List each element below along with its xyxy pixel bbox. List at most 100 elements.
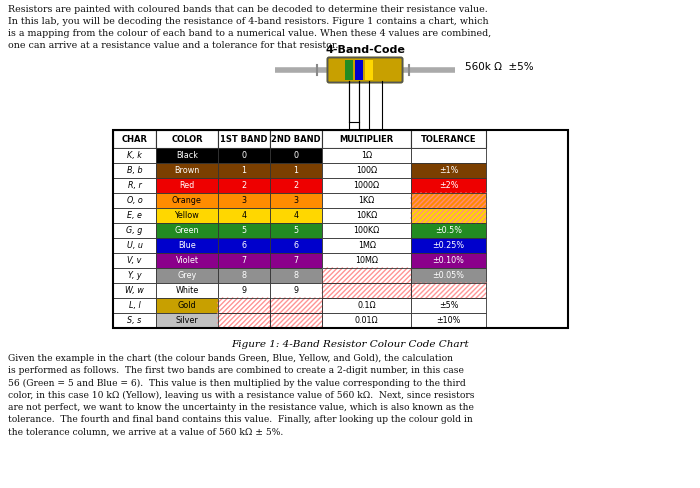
Text: ±0.25%: ±0.25%	[433, 241, 465, 250]
Bar	[322, 268, 411, 283]
Bar	[322, 268, 411, 283]
Bar	[113, 193, 156, 208]
Text: Figure 1: 4-Band Resistor Colour Code Chart: Figure 1: 4-Band Resistor Colour Code Ch…	[231, 340, 469, 349]
Text: 7: 7	[241, 256, 246, 265]
Bar	[113, 178, 156, 193]
Text: Given the example in the chart (the colour bands Green, Blue, Yellow, and Gold),: Given the example in the chart (the colo…	[8, 354, 475, 436]
Text: 8: 8	[241, 271, 246, 280]
Bar	[365, 60, 373, 80]
Text: 6: 6	[293, 241, 299, 250]
Bar	[113, 298, 156, 313]
Text: 8: 8	[293, 271, 299, 280]
Bar	[218, 208, 270, 223]
Bar	[411, 193, 486, 208]
Text: 0.01Ω: 0.01Ω	[355, 316, 379, 325]
Text: 4-Band-Code: 4-Band-Code	[325, 45, 405, 55]
Text: 100KΩ: 100KΩ	[354, 226, 380, 235]
Bar	[218, 148, 270, 163]
Text: U, u: U, u	[127, 241, 143, 250]
Bar	[322, 283, 411, 298]
Bar	[270, 178, 322, 193]
Text: 1KΩ: 1KΩ	[358, 196, 375, 205]
Text: 2: 2	[241, 181, 246, 190]
Text: 5: 5	[293, 226, 299, 235]
Text: 1000Ω: 1000Ω	[354, 181, 379, 190]
Bar	[113, 238, 156, 253]
FancyBboxPatch shape	[328, 58, 402, 82]
Text: 560k Ω  ±5%: 560k Ω ±5%	[465, 62, 533, 72]
Text: 0.1Ω: 0.1Ω	[358, 301, 376, 310]
Text: CHAR: CHAR	[122, 135, 148, 143]
Bar	[218, 238, 270, 253]
Text: Grey: Grey	[177, 271, 197, 280]
Text: 4: 4	[293, 211, 299, 220]
Text: 1ST BAND: 1ST BAND	[220, 135, 267, 143]
Bar	[322, 238, 411, 253]
Bar	[322, 313, 411, 328]
Bar	[156, 313, 218, 328]
Bar	[156, 148, 218, 163]
Bar	[322, 148, 411, 163]
Text: 1: 1	[293, 166, 299, 175]
Bar	[322, 208, 411, 223]
Text: ±1%: ±1%	[439, 166, 458, 175]
Text: 3: 3	[241, 196, 246, 205]
Text: O, o: O, o	[127, 196, 143, 205]
Bar	[113, 253, 156, 268]
Text: Green: Green	[175, 226, 199, 235]
Bar	[113, 313, 156, 328]
Text: Brown: Brown	[174, 166, 200, 175]
Text: Red: Red	[179, 181, 195, 190]
Bar	[218, 313, 270, 328]
Bar	[113, 163, 156, 178]
Bar	[270, 298, 322, 313]
Text: 4: 4	[241, 211, 246, 220]
Text: ±0.5%: ±0.5%	[435, 226, 462, 235]
Text: 1MΩ: 1MΩ	[358, 241, 376, 250]
Text: 0: 0	[293, 151, 299, 160]
Bar	[270, 223, 322, 238]
Bar	[113, 283, 156, 298]
Bar	[156, 130, 218, 148]
Text: 7: 7	[293, 256, 299, 265]
Bar	[218, 313, 270, 328]
Text: 100Ω: 100Ω	[356, 166, 377, 175]
Bar	[411, 193, 486, 208]
Text: R, r: R, r	[127, 181, 141, 190]
Bar	[345, 60, 353, 80]
Bar	[113, 130, 568, 328]
Bar	[270, 238, 322, 253]
Bar	[156, 193, 218, 208]
Bar	[113, 148, 156, 163]
Bar	[113, 223, 156, 238]
Bar	[322, 298, 411, 313]
Bar	[270, 313, 322, 328]
Text: 2ND BAND: 2ND BAND	[272, 135, 321, 143]
Bar	[411, 313, 486, 328]
Text: V, v: V, v	[127, 256, 142, 265]
Text: 6: 6	[241, 241, 246, 250]
Text: ±10%: ±10%	[436, 316, 461, 325]
Text: W, w: W, w	[125, 286, 144, 295]
Bar	[270, 313, 322, 328]
Bar	[411, 238, 486, 253]
Text: E, e: E, e	[127, 211, 142, 220]
Bar	[270, 268, 322, 283]
Bar	[218, 298, 270, 313]
Text: 5: 5	[241, 226, 246, 235]
Bar	[156, 163, 218, 178]
Bar	[322, 178, 411, 193]
Bar	[156, 268, 218, 283]
Text: White: White	[175, 286, 199, 295]
Bar	[218, 268, 270, 283]
Bar	[218, 283, 270, 298]
Bar	[270, 298, 322, 313]
Bar	[355, 60, 363, 80]
Bar	[270, 193, 322, 208]
Text: 9: 9	[293, 286, 299, 295]
Text: Black: Black	[176, 151, 198, 160]
Text: Blue: Blue	[178, 241, 196, 250]
Text: 9: 9	[241, 286, 246, 295]
Bar	[322, 283, 411, 298]
Bar	[113, 208, 156, 223]
